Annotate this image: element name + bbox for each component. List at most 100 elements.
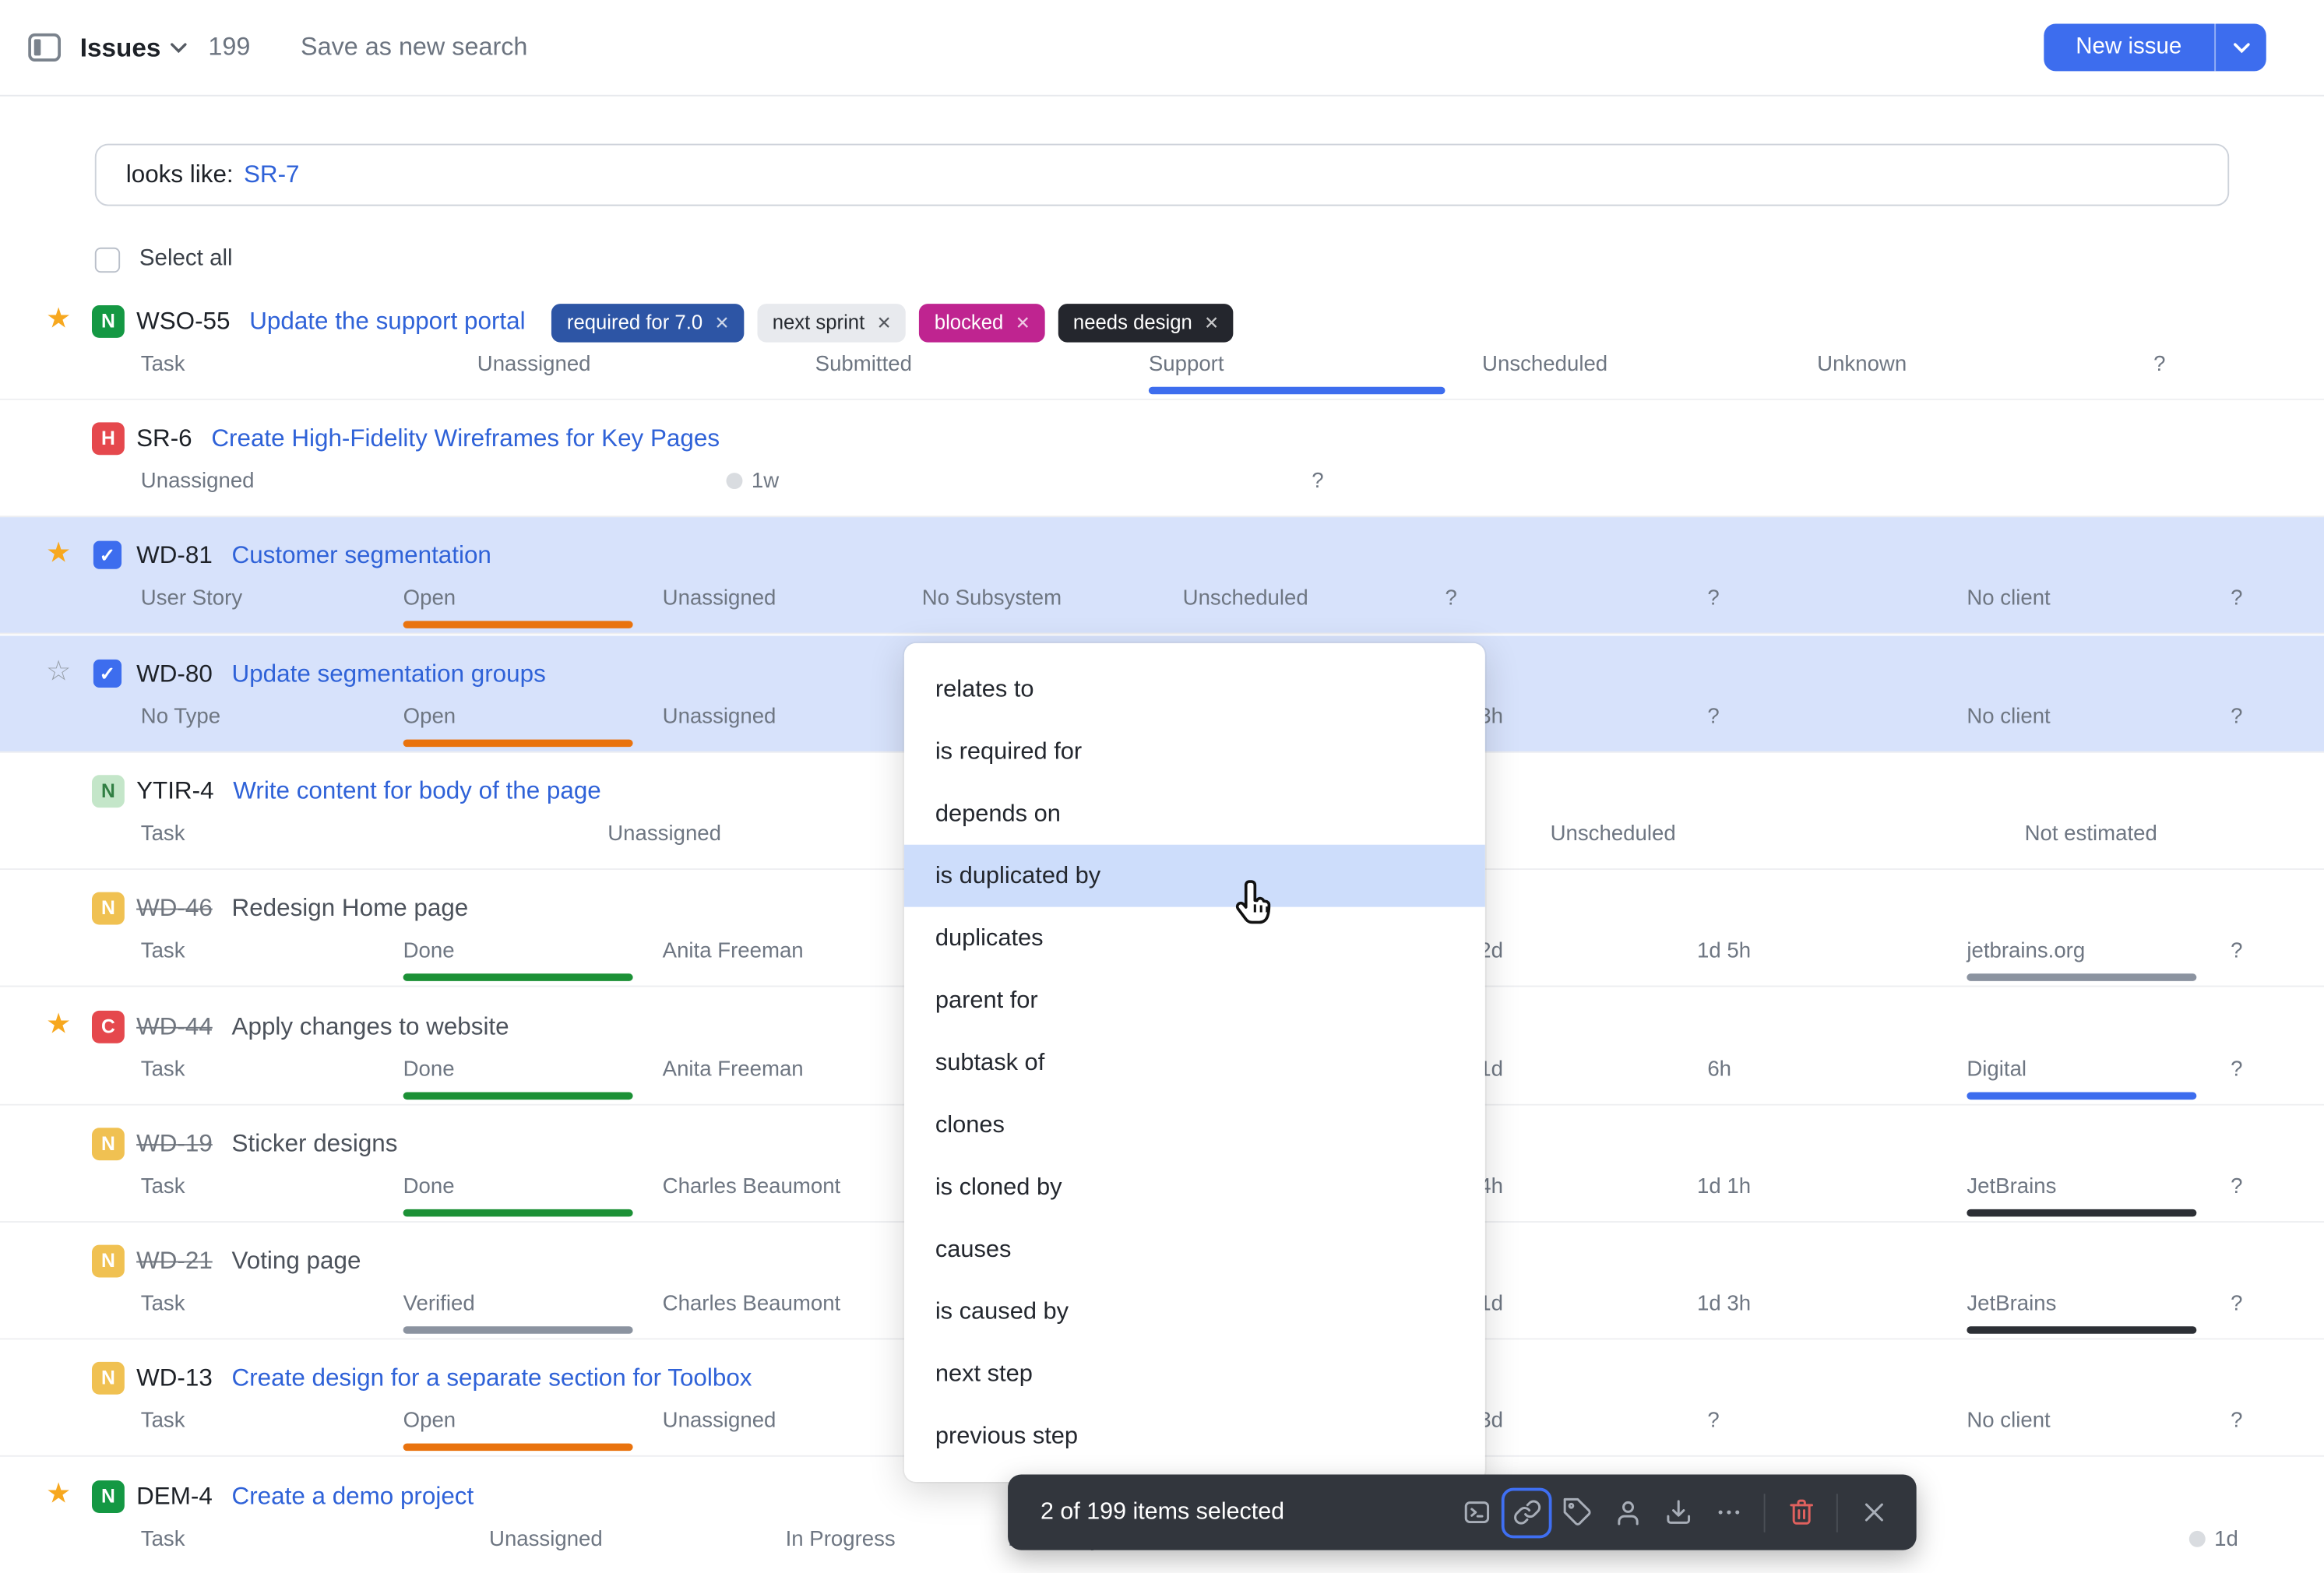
issue-attribute[interactable]: Done [403,939,455,963]
search-input[interactable]: looks like: SR-7 [94,143,2230,206]
issue-attribute[interactable]: Verified [403,1292,475,1316]
row-checkbox[interactable]: ✓ [93,540,122,569]
star-icon[interactable]: ★ [45,537,72,569]
issue-attribute[interactable]: No client [1967,1409,2051,1434]
issue-title[interactable]: Customer segmentation [231,542,491,569]
issue-attribute[interactable]: Task [140,939,185,963]
close-icon[interactable] [1848,1487,1899,1538]
issue-attribute[interactable]: Support [1148,352,1224,377]
issue-attribute[interactable]: Anita Freeman [662,1057,804,1082]
issue-attribute[interactable]: Charles Beaumont [662,1292,841,1316]
remove-tag-icon[interactable]: ✕ [876,311,892,333]
issue-attribute[interactable]: Anita Freeman [662,939,804,963]
issue-attribute[interactable]: 1d [2188,1528,2238,1552]
issue-attribute[interactable]: Unassigned [662,1409,776,1434]
issue-attribute[interactable]: 1d 5h [1697,939,1752,963]
remove-tag-icon[interactable]: ✕ [1015,311,1030,333]
issue-attribute[interactable]: ? [1707,586,1720,611]
issue-attribute[interactable]: ? [2153,352,2166,377]
issue-attribute[interactable]: Task [140,822,185,846]
issue-attribute[interactable]: Unassigned [140,470,255,494]
issue-attribute[interactable]: ? [2231,705,2243,730]
issue-attribute[interactable]: ? [1312,470,1324,494]
dropdown-item[interactable]: is cloned by [935,1174,1062,1201]
issue-attribute[interactable]: 1w [726,470,779,494]
remove-tag-icon[interactable]: ✕ [1204,311,1220,333]
issue-attribute[interactable]: Unassigned [607,822,721,846]
row-checkbox[interactable]: ✓ [93,659,122,688]
issue-attribute[interactable]: Open [403,705,456,730]
issue-attribute[interactable]: ? [2231,1057,2243,1082]
issue-attribute[interactable]: 1d 1h [1697,1175,1752,1199]
dropdown-item[interactable]: clones [935,1111,1005,1138]
issue-attribute[interactable]: ? [1445,586,1457,611]
export-icon[interactable] [1653,1487,1703,1538]
link-icon[interactable] [1501,1487,1552,1538]
issue-title[interactable]: Write content for body of the page [233,778,601,805]
assignee-icon[interactable] [1602,1487,1653,1538]
issue-attribute[interactable]: Unassigned [662,586,776,611]
tag-pill[interactable]: required for 7.0 ✕ [551,303,745,342]
dropdown-item[interactable]: next step [935,1360,1033,1388]
issue-attribute[interactable]: jetbrains.org [1967,939,2086,963]
issue-title[interactable]: Voting page [231,1247,361,1275]
issue-attribute[interactable]: No client [1967,705,2051,730]
issue-attribute[interactable]: Unscheduled [1482,352,1608,377]
dropdown-item[interactable]: is caused by [935,1298,1069,1325]
issue-attribute[interactable]: Task [140,1057,185,1082]
new-issue-dropdown-button[interactable] [2216,23,2266,71]
issue-attribute[interactable]: Open [403,1409,456,1434]
issue-row[interactable]: ★ N WSO-55 Update the support portal req… [0,283,2324,400]
save-as-new-search-button[interactable]: Save as new search [301,32,528,62]
star-icon[interactable]: ★ [45,1008,72,1040]
issue-title[interactable]: Update the support portal [249,308,526,336]
sidebar-toggle-icon[interactable] [26,30,62,65]
issue-title[interactable]: Create High-Fidelity Wireframes for Key … [211,425,720,452]
issue-title[interactable]: Sticker designs [231,1131,398,1158]
issue-attribute[interactable]: Submitted [815,352,912,377]
issue-attribute[interactable]: Unassigned [662,705,776,730]
issue-attribute[interactable]: ? [2231,586,2243,611]
issue-attribute[interactable]: Unassigned [489,1528,603,1552]
dropdown-item[interactable]: previous step [935,1422,1079,1450]
remove-tag-icon[interactable]: ✕ [714,311,730,333]
issue-attribute[interactable]: ? [1707,705,1720,730]
issue-attribute[interactable]: Open [403,586,456,611]
tag-pill[interactable]: next sprint ✕ [757,303,907,342]
tag-pill[interactable]: blocked ✕ [919,303,1045,342]
issue-attribute[interactable]: No client [1967,586,2051,611]
dropdown-item[interactable]: is duplicated by [903,844,1485,907]
dropdown-item[interactable]: parent for [935,987,1038,1014]
tag-icon[interactable] [1552,1487,1603,1538]
issue-attribute[interactable]: No Subsystem [921,586,1062,611]
star-icon[interactable]: ★ [45,1479,72,1511]
issue-title[interactable]: Update segmentation groups [231,660,546,688]
issue-row[interactable]: ★ ✓ WD-81 Customer segmentation User Sto… [0,517,2324,635]
issue-attribute[interactable]: ? [2231,1175,2243,1199]
issue-attribute[interactable]: User Story [140,586,243,611]
issue-attribute[interactable]: JetBrains [1967,1292,2057,1316]
issue-attribute[interactable]: JetBrains [1967,1175,2057,1199]
tag-pill[interactable]: needs design ✕ [1058,303,1234,342]
issue-attribute[interactable]: Task [140,1175,185,1199]
issue-attribute[interactable]: Task [140,1292,185,1316]
issue-title[interactable]: Redesign Home page [231,895,469,922]
issue-attribute[interactable]: ? [2231,1292,2243,1316]
issue-attribute[interactable]: In Progress [785,1528,896,1552]
issue-attribute[interactable]: No Type [140,705,221,730]
issue-title[interactable]: Apply changes to website [231,1013,509,1040]
dropdown-item[interactable]: duplicates [935,924,1044,952]
dropdown-item[interactable]: depends on [935,800,1061,827]
issue-attribute[interactable]: Unassigned [477,352,591,377]
issue-attribute[interactable]: 1d 3h [1697,1292,1752,1316]
issue-attribute[interactable]: Unknown [1817,352,1907,377]
issue-attribute[interactable]: ? [2231,939,2243,963]
dropdown-item[interactable]: causes [935,1236,1012,1263]
issue-title[interactable]: Create a demo project [231,1483,474,1511]
dropdown-item[interactable]: relates to [935,675,1034,703]
select-all-checkbox[interactable] [94,246,121,273]
issue-attribute[interactable]: 6h [1707,1057,1732,1082]
issue-row[interactable]: H SR-6 Create High-Fidelity Wireframes f… [0,399,2324,518]
dropdown-item[interactable]: subtask of [935,1049,1045,1076]
issue-attribute[interactable]: Done [403,1057,455,1082]
